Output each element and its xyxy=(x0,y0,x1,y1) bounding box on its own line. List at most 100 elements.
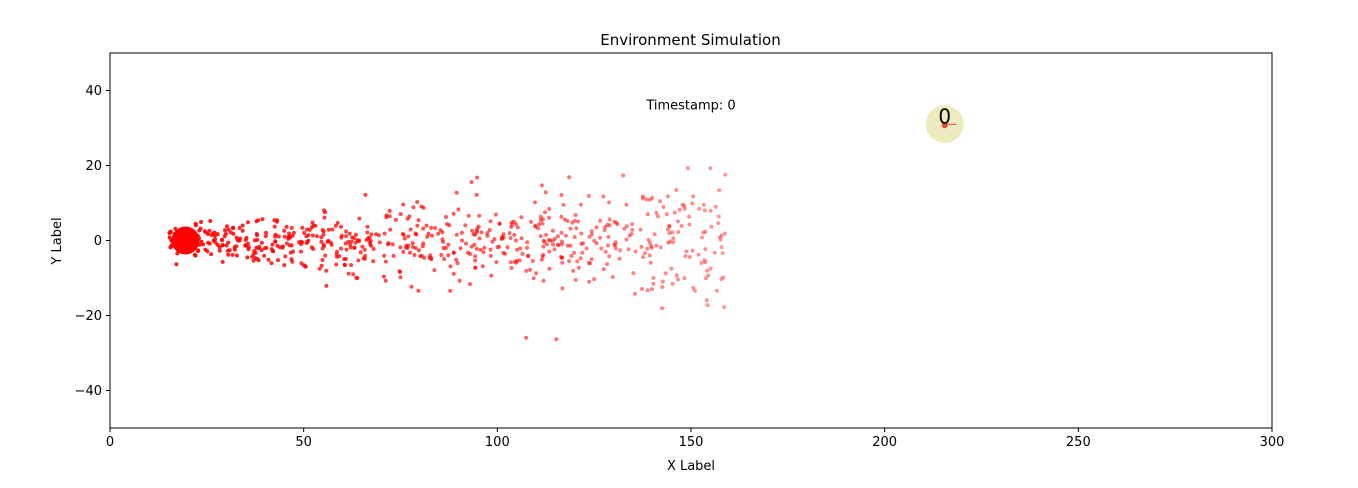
particle-point xyxy=(573,213,578,217)
particle-point xyxy=(668,239,673,244)
particle-point xyxy=(622,226,627,231)
particle-point xyxy=(665,227,670,232)
particle-point xyxy=(288,250,293,255)
particle-point xyxy=(374,232,378,237)
particle-point xyxy=(444,215,448,219)
particle-point xyxy=(638,227,643,232)
particle-point xyxy=(263,234,268,239)
particle-point xyxy=(299,261,304,266)
particle-point xyxy=(509,266,514,270)
particle-point xyxy=(519,215,524,220)
particle-point xyxy=(366,236,371,241)
particle-point xyxy=(224,224,229,229)
particle-point xyxy=(226,227,231,232)
particle-point xyxy=(525,254,530,259)
particle-point xyxy=(630,227,635,232)
particle-point xyxy=(642,251,647,256)
particle-point xyxy=(215,232,220,237)
particle-point xyxy=(348,245,353,250)
particle-point xyxy=(515,247,520,252)
particle-point xyxy=(610,275,615,279)
particle-point xyxy=(404,243,409,248)
particle-point xyxy=(226,252,231,257)
particle-point xyxy=(524,335,529,340)
particle-point xyxy=(691,285,696,290)
particle-point xyxy=(300,240,305,245)
particle-point xyxy=(226,240,231,245)
particle-point xyxy=(174,262,179,267)
particle-point xyxy=(647,253,652,258)
particle-point xyxy=(567,175,572,180)
particle-point xyxy=(398,245,403,250)
particle-point xyxy=(551,242,555,247)
particle-point xyxy=(645,288,650,293)
particle-point xyxy=(599,246,604,251)
particle-point xyxy=(338,224,343,229)
particle-point xyxy=(629,231,634,236)
particle-point xyxy=(413,231,418,236)
particle-point xyxy=(454,190,459,195)
particle-point xyxy=(624,202,629,207)
particle-point xyxy=(675,277,680,282)
particle-point xyxy=(606,235,611,239)
particle-point xyxy=(674,188,679,192)
particle-point xyxy=(602,228,607,233)
particle-point xyxy=(538,218,543,223)
particle-point xyxy=(654,210,659,215)
particle-point xyxy=(717,188,722,193)
particle-point xyxy=(714,288,719,293)
particle-point xyxy=(493,212,498,217)
particle-point xyxy=(663,271,668,276)
particle-point xyxy=(391,253,396,258)
particle-point xyxy=(451,250,456,255)
particle-point xyxy=(541,252,546,257)
particle-point xyxy=(225,248,230,253)
particle-point xyxy=(539,257,544,262)
particle-point xyxy=(512,259,517,264)
particle-point xyxy=(721,275,726,280)
particle-point xyxy=(464,241,468,246)
particle-point xyxy=(567,259,571,264)
particle-point xyxy=(314,234,319,239)
particle-point xyxy=(342,263,347,268)
particle-point xyxy=(240,223,245,228)
particle-point xyxy=(487,228,492,232)
particle-point xyxy=(485,233,490,238)
particle-point xyxy=(209,233,214,237)
particle-point xyxy=(262,253,267,258)
particle-point xyxy=(282,228,287,233)
particle-point xyxy=(474,192,479,197)
particle-point xyxy=(299,249,304,254)
particle-point xyxy=(325,239,330,244)
particle-point xyxy=(416,218,421,223)
particle-point xyxy=(473,265,478,270)
particle-point xyxy=(658,199,662,204)
particle-point xyxy=(719,233,724,238)
particle-point xyxy=(606,243,610,248)
particle-point xyxy=(700,235,704,240)
particle-point xyxy=(573,277,578,282)
particle-point xyxy=(244,235,249,240)
particle-point xyxy=(369,232,374,237)
particle-point xyxy=(408,250,412,255)
x-tick-label: 0 xyxy=(106,435,114,450)
particle-point xyxy=(633,249,638,254)
x-axis-label: X Label xyxy=(667,459,715,474)
particle-point xyxy=(390,242,395,247)
particle-point xyxy=(547,215,551,220)
particle-point xyxy=(212,230,217,235)
particle-point xyxy=(706,273,711,278)
particle-point xyxy=(383,278,388,283)
particle-point xyxy=(354,275,359,280)
particle-point xyxy=(648,197,652,202)
particle-point xyxy=(429,225,434,230)
particle-point xyxy=(538,214,543,219)
particle-point xyxy=(459,230,464,235)
plot-area: 0 Timestamp: 0 xyxy=(167,99,964,342)
particle-point xyxy=(237,226,242,230)
particle-point xyxy=(339,235,344,240)
particle-point xyxy=(525,245,529,250)
particle-point xyxy=(384,215,389,220)
particle-point xyxy=(646,237,651,242)
particle-point xyxy=(382,253,387,258)
